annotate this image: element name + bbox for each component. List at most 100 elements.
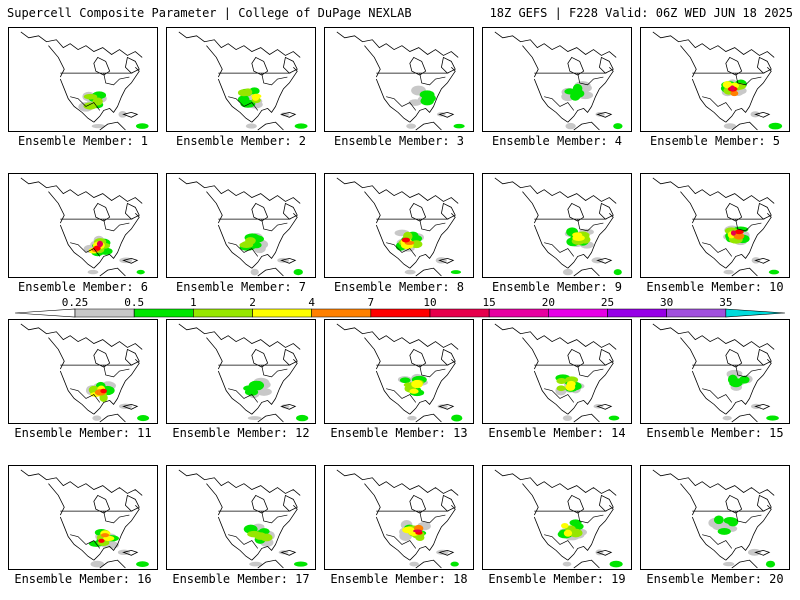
coastline <box>652 323 775 423</box>
ensemble-map-panel-1[interactable] <box>8 27 158 132</box>
ensemble-map-panel-3[interactable] <box>324 27 474 132</box>
colorbar-tick-label: 2 <box>249 296 256 309</box>
scp-contour-level-1 <box>90 560 105 568</box>
coastline <box>178 469 301 569</box>
ensemble-map-panel-7[interactable] <box>166 173 316 278</box>
scp-contour-level-1 <box>765 560 776 568</box>
scp-contour-level-5 <box>100 533 110 538</box>
ensemble-member-caption: Ensemble Member: 11 <box>14 426 152 440</box>
scp-contour-level-6 <box>98 538 105 543</box>
ensemble-map-panel-11[interactable] <box>8 319 158 424</box>
map-svg <box>652 323 779 423</box>
scp-contour-level-4 <box>411 379 423 389</box>
scp-contour-level-1 <box>249 561 263 567</box>
map-svg <box>178 177 303 277</box>
scp-contour-level-5 <box>730 90 739 97</box>
country-border <box>534 510 607 549</box>
colorbar-segment <box>193 308 253 318</box>
ensemble-member-caption: Ensemble Member: 12 <box>172 426 310 440</box>
scp-contour-level-3 <box>415 534 425 541</box>
scp-contour-level-3 <box>237 89 250 97</box>
country-border <box>692 510 765 549</box>
coastline <box>336 177 459 277</box>
country-border <box>218 218 291 257</box>
colorbar-segment <box>666 308 727 318</box>
colorbar-segment <box>252 308 312 318</box>
scp-contour-level-1 <box>608 415 620 421</box>
scp-contour-level-3 <box>556 385 566 392</box>
coastline <box>20 469 143 569</box>
country-border <box>218 364 291 403</box>
ensemble-map-panel-12[interactable] <box>166 319 316 424</box>
map-svg <box>494 469 623 569</box>
colorbar-tick-label: 4 <box>308 296 315 309</box>
ensemble-map-panel-13[interactable] <box>324 319 474 424</box>
ensemble-member-caption: Ensemble Member: 3 <box>333 134 465 148</box>
scp-contour-level-1 <box>723 123 737 129</box>
ensemble-map-panel-4[interactable] <box>482 27 632 132</box>
scp-contour-level-7 <box>413 529 423 533</box>
colorbar-tick-label: 10 <box>423 296 436 309</box>
map-svg <box>652 31 783 131</box>
ensemble-member-caption: Ensemble Member: 15 <box>646 426 784 440</box>
scp-contour-level-7 <box>730 230 737 236</box>
ensemble-map-panel-14[interactable] <box>482 319 632 424</box>
ensemble-map-panel-9[interactable] <box>482 173 632 278</box>
coastline <box>178 177 301 277</box>
scp-contour-level-1 <box>87 269 99 275</box>
coastline <box>336 469 459 569</box>
ensemble-map-panel-10[interactable] <box>640 173 790 278</box>
coastline <box>336 31 459 131</box>
coastline <box>336 323 459 423</box>
ensemble-map-panel-18[interactable] <box>324 465 474 570</box>
colorbar-segment <box>488 308 549 318</box>
colorbar-left-arrow <box>14 308 76 318</box>
ensemble-map-panel-6[interactable] <box>8 173 158 278</box>
country-border <box>60 218 133 257</box>
scp-contour-level-1 <box>723 269 734 275</box>
scp-contour-level-2 <box>244 388 259 396</box>
map-svg <box>652 177 780 277</box>
country-border <box>60 72 133 111</box>
ensemble-map-panel-15[interactable] <box>640 319 790 424</box>
coastline <box>652 469 775 569</box>
ensemble-map-panel-5[interactable] <box>640 27 790 132</box>
country-border <box>534 72 607 111</box>
map-svg <box>20 177 145 277</box>
scp-contour-level-1 <box>293 268 303 276</box>
scp-contour-level-1 <box>766 415 779 421</box>
run-info: 18Z GEFS | F228 Valid: 06Z WED JUN 18 20… <box>489 6 793 20</box>
scp-contour-level-1 <box>451 414 463 422</box>
scp-contour-level-1 <box>409 561 419 567</box>
map-svg <box>20 469 149 569</box>
ensemble-map-panel-2[interactable] <box>166 27 316 132</box>
country-border <box>60 364 133 403</box>
coastline <box>20 323 143 423</box>
ensemble-map-panel-20[interactable] <box>640 465 790 570</box>
scp-contour-level-2 <box>729 377 743 388</box>
scp-contour-level-2 <box>713 515 724 525</box>
scp-contour-level-4 <box>563 529 573 537</box>
colorbar-segment <box>74 308 135 318</box>
scp-contour-level-1 <box>453 123 465 129</box>
map-svg <box>494 31 623 131</box>
scp-contour-level-4 <box>561 522 569 529</box>
ensemble-map-panel-16[interactable] <box>8 465 158 570</box>
colorbar-tick-label: 0.5 <box>124 296 144 309</box>
chart-title: Supercell Composite Parameter | College … <box>7 6 412 20</box>
colorbar-tick-label: 1 <box>190 296 197 309</box>
country-border <box>376 72 449 111</box>
ensemble-map-panel-19[interactable] <box>482 465 632 570</box>
scp-contour-level-1 <box>407 415 417 421</box>
scp-contour-level-6 <box>734 229 744 235</box>
ensemble-map-panel-17[interactable] <box>166 465 316 570</box>
colorbar-tick-label: 35 <box>719 296 732 309</box>
ensemble-member-caption: Ensemble Member: 14 <box>488 426 626 440</box>
scp-contour-level-1 <box>296 414 309 422</box>
ensemble-member-caption: Ensemble Member: 8 <box>333 280 465 294</box>
map-svg <box>178 469 308 569</box>
ensemble-map-panel-8[interactable] <box>324 173 474 278</box>
coastline <box>652 177 775 277</box>
scp-contour-level-2 <box>237 95 250 104</box>
country-border <box>376 510 449 549</box>
